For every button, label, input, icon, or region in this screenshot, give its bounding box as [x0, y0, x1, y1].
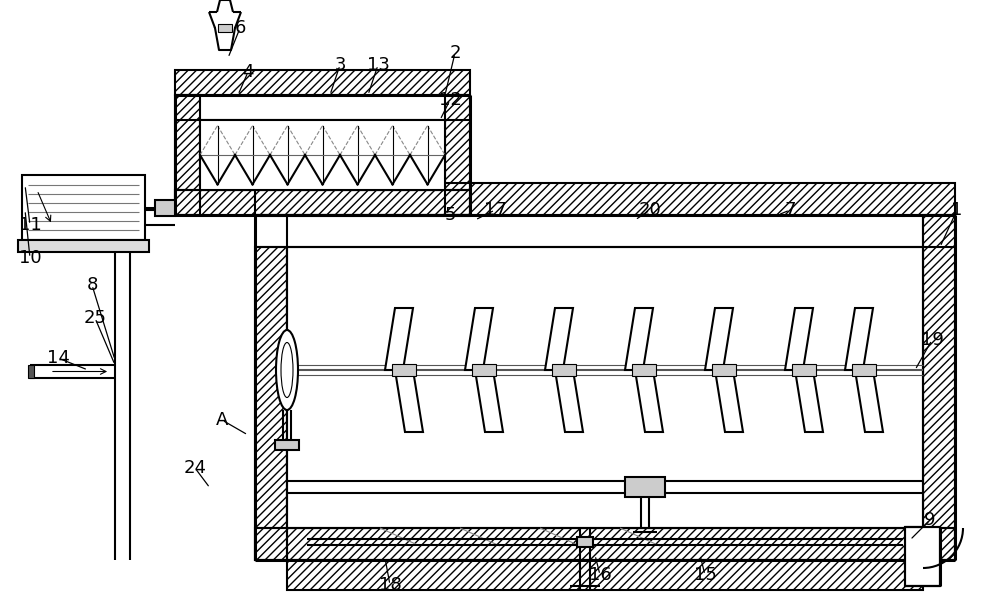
Bar: [905, 527, 940, 586]
Bar: [905, 527, 940, 586]
Bar: [175, 190, 470, 215]
Bar: [155, 200, 175, 216]
Bar: [175, 95, 200, 215]
Text: 17: 17: [484, 201, 506, 219]
Text: 7: 7: [784, 201, 796, 219]
Bar: [852, 364, 876, 376]
Polygon shape: [475, 370, 503, 432]
Bar: [287, 560, 923, 590]
Text: 5: 5: [444, 206, 456, 224]
Polygon shape: [635, 370, 663, 432]
Bar: [923, 215, 955, 560]
Bar: [175, 190, 470, 215]
Text: 11: 11: [19, 216, 41, 234]
Text: 8: 8: [86, 276, 98, 294]
Ellipse shape: [281, 342, 293, 397]
Bar: [28, 365, 34, 378]
Polygon shape: [705, 308, 733, 370]
Text: 24: 24: [184, 459, 207, 477]
Bar: [287, 560, 923, 590]
Bar: [632, 364, 656, 376]
Polygon shape: [785, 308, 813, 370]
Text: 16: 16: [589, 566, 611, 584]
Text: 13: 13: [367, 56, 389, 74]
Text: 15: 15: [694, 566, 716, 584]
Polygon shape: [845, 308, 873, 370]
Text: 12: 12: [439, 91, 461, 109]
Polygon shape: [385, 308, 413, 370]
Bar: [923, 215, 955, 560]
Text: A: A: [216, 411, 228, 429]
Polygon shape: [715, 370, 743, 432]
Text: 14: 14: [47, 349, 69, 367]
Polygon shape: [855, 370, 883, 432]
Bar: [175, 95, 200, 215]
Bar: [392, 364, 416, 376]
Bar: [255, 183, 955, 215]
Bar: [255, 528, 955, 560]
Polygon shape: [625, 308, 653, 370]
Bar: [275, 440, 299, 450]
Text: 1: 1: [951, 201, 963, 219]
Text: 6: 6: [234, 19, 246, 37]
Bar: [577, 537, 593, 547]
Text: 10: 10: [19, 249, 41, 267]
Text: 20: 20: [639, 201, 661, 219]
Text: 25: 25: [84, 309, 107, 327]
Bar: [625, 477, 665, 497]
Bar: [712, 364, 736, 376]
Bar: [255, 247, 287, 560]
Text: 3: 3: [334, 56, 346, 74]
Text: 18: 18: [379, 576, 401, 594]
Polygon shape: [555, 370, 583, 432]
Bar: [175, 70, 470, 95]
Text: 9: 9: [924, 511, 936, 529]
Polygon shape: [545, 308, 573, 370]
Bar: [445, 95, 470, 215]
Bar: [905, 527, 940, 586]
Polygon shape: [465, 308, 493, 370]
Bar: [255, 247, 287, 560]
Text: 2: 2: [449, 44, 461, 62]
Bar: [445, 95, 470, 215]
Polygon shape: [795, 370, 823, 432]
Bar: [255, 528, 955, 560]
Ellipse shape: [276, 330, 298, 410]
Bar: [552, 364, 576, 376]
Text: 19: 19: [921, 331, 943, 349]
Bar: [255, 183, 955, 215]
Polygon shape: [395, 370, 423, 432]
Bar: [218, 24, 232, 32]
Bar: [18, 240, 149, 252]
Bar: [22, 175, 145, 240]
Bar: [472, 364, 496, 376]
Bar: [175, 70, 470, 95]
Bar: [200, 120, 445, 190]
Bar: [287, 247, 923, 528]
Bar: [792, 364, 816, 376]
Text: 4: 4: [242, 63, 254, 81]
